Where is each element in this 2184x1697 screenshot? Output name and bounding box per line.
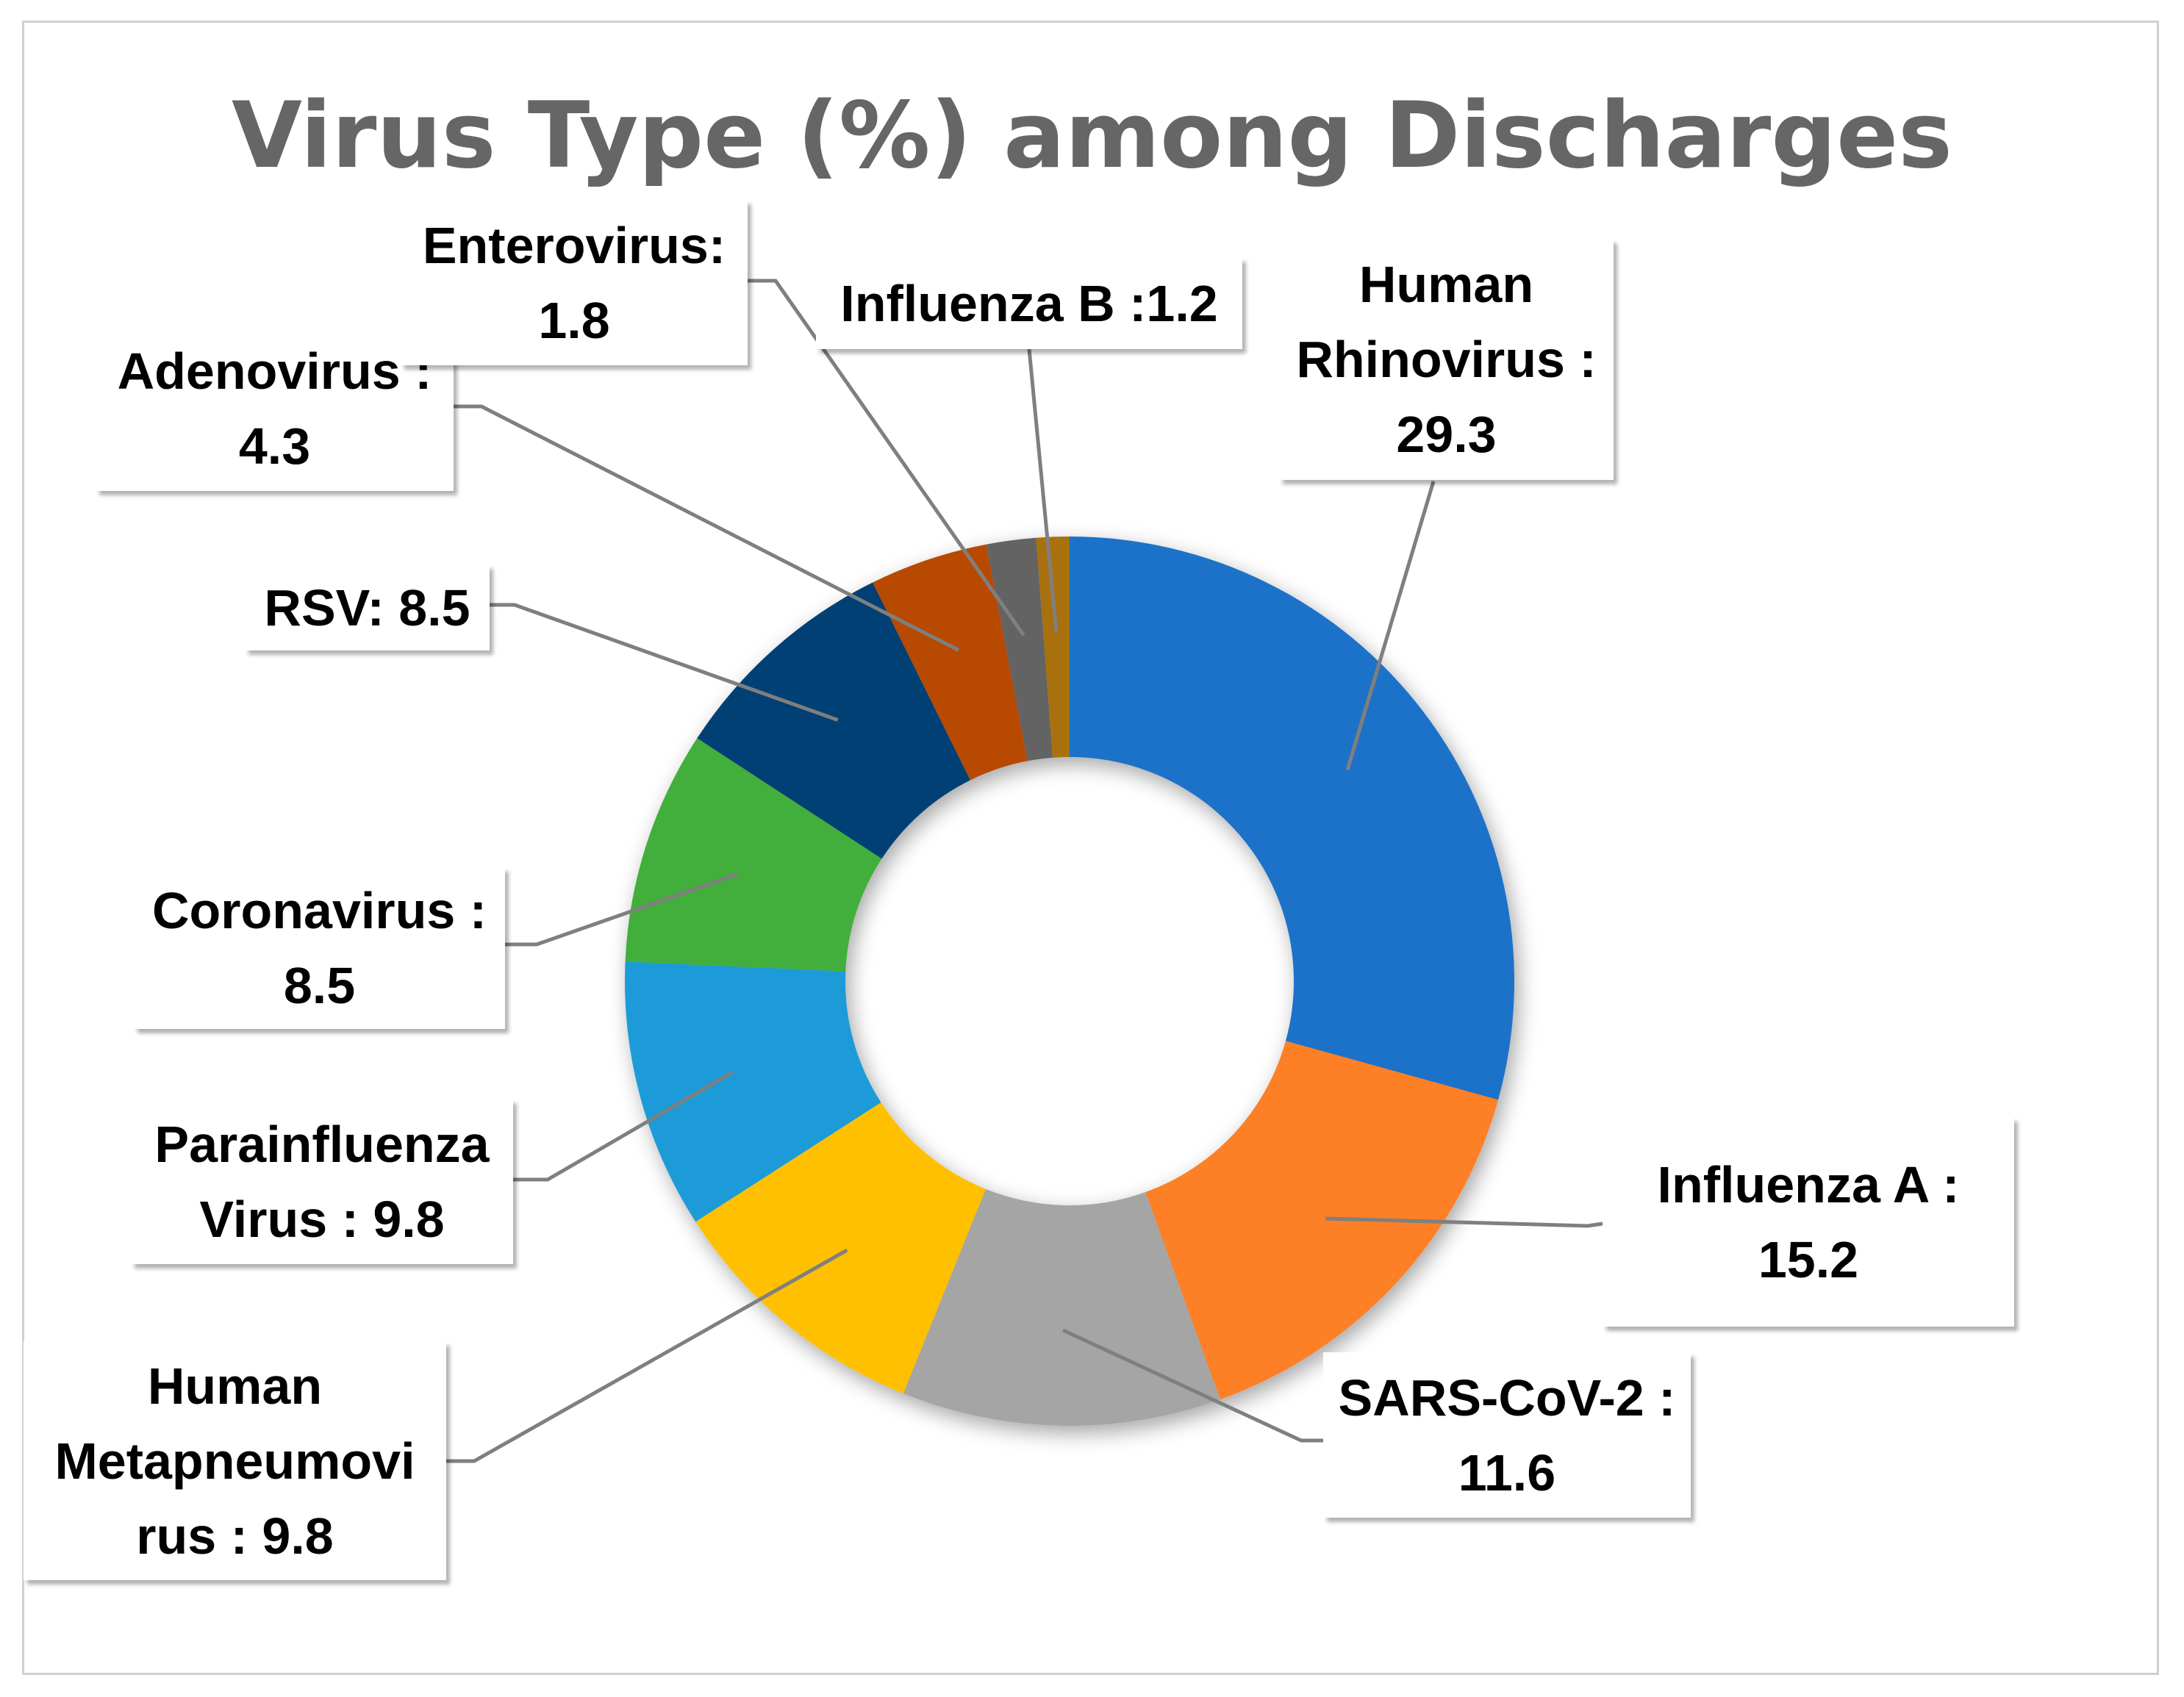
- slice-rsv: [697, 582, 970, 859]
- slice-human-metapneumovirus: [695, 1102, 986, 1394]
- data-label-text: Parainfluenza Virus : 9.8: [154, 1107, 489, 1257]
- data-label-line: 4.3: [238, 417, 311, 475]
- leader-line: [490, 603, 839, 722]
- data-label-line: SARS-CoV-2 :: [1338, 1368, 1676, 1427]
- leader-line: [1027, 348, 1059, 633]
- data-label-line: rus : 9.8: [136, 1507, 334, 1565]
- slice-adenovirus: [873, 544, 1028, 781]
- data-label-line: Metapneumovi: [54, 1432, 415, 1490]
- data-label-line: Influenza A :: [1657, 1155, 1960, 1213]
- data-label: Human Metapneumovi rus : 9.8: [24, 1341, 446, 1580]
- data-label-line: Influenza B :1.2: [840, 274, 1218, 332]
- data-label-line: Human: [1358, 256, 1534, 313]
- leader-lines: [446, 279, 1603, 1463]
- leader-line: [1345, 481, 1436, 771]
- data-label: Coronavirus : 8.5: [134, 867, 505, 1029]
- slice-influenza-a: [1145, 1041, 1499, 1400]
- data-label-line: Enterovirus:: [422, 216, 726, 274]
- data-label-line: Parainfluenza: [154, 1115, 490, 1173]
- data-label: Enterovirus: 1.8: [401, 200, 748, 365]
- chart-title: Virus Type (%) among Discharges: [232, 83, 1952, 189]
- leader-line: [446, 1248, 848, 1463]
- data-label-text: Human Rhinovirus : 29.3: [1296, 247, 1596, 472]
- slice-enterovirus: [986, 537, 1053, 761]
- slice-coronavirus: [625, 738, 882, 972]
- data-label: Adenovirus : 4.3: [96, 326, 454, 491]
- leader-line: [1061, 1328, 1323, 1443]
- leader-line: [748, 279, 1025, 636]
- slice-human-rhinovirus: [1070, 537, 1514, 1100]
- data-label-line: 1.8: [538, 291, 610, 349]
- data-label-text: Adenovirus : 4.3: [118, 334, 432, 484]
- data-label-line: Virus : 9.8: [199, 1190, 445, 1248]
- data-label-line: 29.3: [1396, 406, 1497, 463]
- data-label: SARS-CoV-2 : 11.6: [1323, 1352, 1691, 1518]
- data-label-line: 15.2: [1758, 1230, 1859, 1288]
- leader-line: [505, 872, 738, 947]
- data-label-line: 8.5: [283, 957, 356, 1014]
- data-label-text: Influenza B :1.2: [840, 266, 1217, 341]
- data-label: Influenza A : 15.2: [1603, 1117, 2014, 1327]
- donut-slices: [624, 537, 1514, 1426]
- data-label: RSV: 8.5: [245, 564, 490, 650]
- leader-line: [454, 404, 960, 652]
- data-label: Parainfluenza Virus : 9.8: [131, 1099, 513, 1264]
- slice-influenza-b: [1036, 537, 1070, 758]
- slice-parainfluenza-virus: [624, 961, 881, 1222]
- data-label: Human Rhinovirus : 29.3: [1279, 239, 1614, 480]
- data-label-line: Adenovirus :: [117, 342, 432, 400]
- data-label-line: Human: [147, 1357, 323, 1415]
- data-label-line: RSV: 8.5: [264, 578, 470, 636]
- data-label-text: Enterovirus: 1.8: [423, 208, 726, 358]
- data-label-text: SARS-CoV-2 : 11.6: [1339, 1360, 1676, 1510]
- data-label-text: Coronavirus : 8.5: [152, 873, 487, 1023]
- data-label-line: 11.6: [1458, 1443, 1556, 1502]
- data-label-line: Coronavirus :: [151, 882, 487, 939]
- data-label-text: RSV: 8.5: [264, 570, 470, 645]
- data-label-line: Rhinovirus :: [1296, 331, 1597, 388]
- data-label-text: Influenza A : 15.2: [1658, 1147, 1960, 1297]
- data-label: Influenza B :1.2: [816, 257, 1242, 349]
- leader-line: [513, 1070, 734, 1182]
- leader-line: [1325, 1216, 1603, 1228]
- data-label-text: Human Metapneumovi rus : 9.8: [54, 1349, 415, 1574]
